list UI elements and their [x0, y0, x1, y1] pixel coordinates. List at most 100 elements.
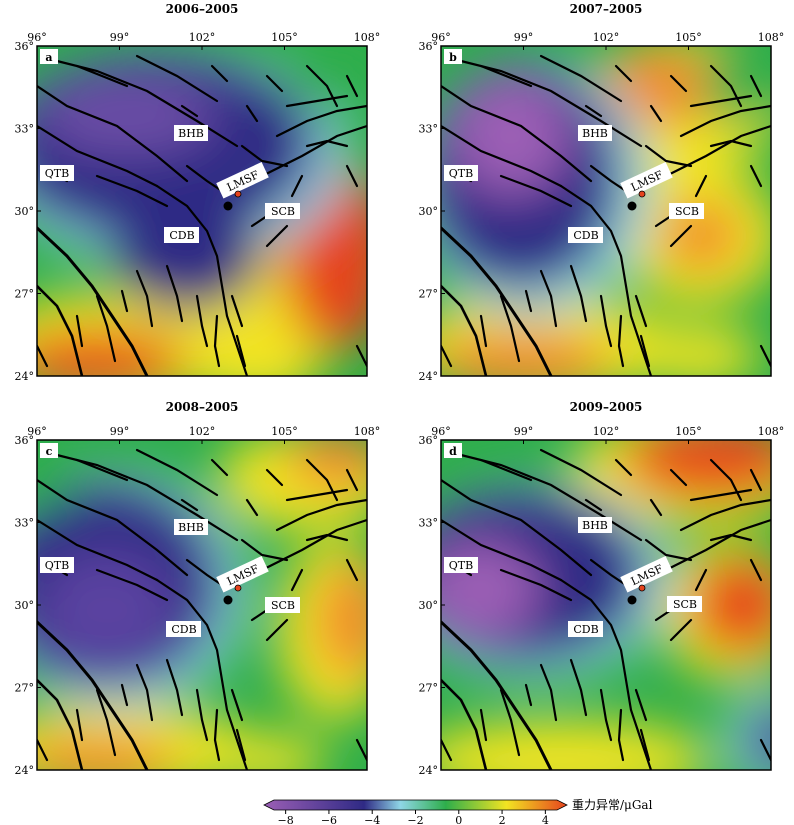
lmsf-label-box [216, 556, 269, 593]
lon-tick-label: 108° [758, 31, 785, 44]
lon-tick-label: 102° [189, 425, 216, 438]
panel-a: 2006–2005 a BHB QTB CDB [36, 2, 368, 377]
lat-tick-label: 30° [15, 205, 35, 218]
epicenter-marker [627, 595, 637, 605]
lon-tick-label: 102° [189, 31, 216, 44]
lat-tick-label: 33° [15, 123, 35, 136]
scb-label-box [265, 203, 300, 219]
colorbar-tick-label: 0 [455, 814, 462, 825]
bhb-label-box [578, 517, 612, 533]
panel-c: 2008–2005 c BHB QTB C [36, 400, 368, 771]
lon-tick-label: 99° [514, 425, 534, 438]
scb-label-box [265, 597, 300, 613]
colorbar-tick-label: 4 [542, 814, 549, 825]
panel-letter: a [45, 51, 52, 64]
epicenter-marker [223, 595, 233, 605]
colorbar-ticks: −8 −6 −4 −2 0 2 4 [278, 810, 549, 825]
panel-letter: c [46, 445, 53, 458]
gravity-field [37, 46, 367, 376]
qtb-label-box [40, 557, 74, 573]
qtb-label-box [444, 557, 478, 573]
lat-tick-label: 33° [419, 517, 439, 530]
panel-letter-box [444, 443, 462, 458]
colorbar-tick-label: −4 [364, 814, 380, 825]
lon-tick-label: 96° [431, 31, 451, 44]
cdb-label-box [568, 621, 603, 637]
lon-tick-label: 99° [110, 425, 130, 438]
lat-tick-label: 33° [419, 123, 439, 136]
lmsf-label-box [620, 162, 673, 199]
lat-tick-label: 24° [419, 370, 439, 383]
lmsf-label-box [620, 556, 673, 593]
bhb-label-box [174, 125, 208, 141]
lat-tick-label: 36° [15, 434, 35, 447]
lon-tick-label: 96° [27, 425, 47, 438]
lat-tick-label: 36° [419, 40, 439, 53]
colorbar-tick-label: −6 [321, 814, 337, 825]
lon-tick-label: 105° [675, 425, 702, 438]
panel-title: 2007–2005 [570, 2, 643, 16]
qtb-label: QTB [449, 559, 473, 572]
lat-tick-label: 24° [15, 370, 35, 383]
lon-tick-label: 105° [675, 31, 702, 44]
scb-label: SCB [673, 598, 697, 611]
panel-letter: d [449, 445, 457, 458]
colorbar-tick-label: 2 [499, 814, 506, 825]
cdb-label: CDB [573, 623, 598, 636]
lon-tick-label: 102° [593, 31, 620, 44]
panel-letter-box [444, 49, 462, 64]
lon-tick-label: 99° [110, 31, 130, 44]
bhb-label-box [578, 125, 612, 141]
epicenter-marker [627, 201, 637, 211]
qtb-label: QTB [449, 167, 473, 180]
lat-tick-label: 33° [15, 517, 35, 530]
gravity-field [441, 440, 771, 770]
lon-tick-label: 96° [27, 31, 47, 44]
lat-tick-label: 30° [419, 205, 439, 218]
colorbar-tick-label: −8 [278, 814, 294, 825]
colorbar-tick-label: −2 [407, 814, 423, 825]
lat-tick-label: 24° [419, 764, 439, 777]
colorbar-label: 重力异常/μGal [572, 798, 653, 812]
panel-title: 2009–2005 [570, 400, 643, 414]
qtb-label: QTB [45, 559, 69, 572]
panel-title: 2006–2005 [166, 2, 239, 16]
colorbar-bar [263, 799, 568, 811]
panel-title: 2008–2005 [166, 400, 239, 414]
station-marker [234, 190, 242, 198]
axis-ticks: 96° 99° 102° 105° 108° 36° 33° 30° 27° 24° 96° 99° 1… [15, 31, 785, 777]
cdb-label-box [568, 227, 603, 243]
scb-label: SCB [271, 599, 295, 612]
scb-label: SCB [271, 205, 295, 218]
scb-label-box [667, 596, 702, 612]
bhb-label: BHB [178, 521, 204, 534]
panel-d: 2009–2005 d BHB QTB CDB [440, 400, 772, 771]
qtb-label: QTB [45, 167, 69, 180]
lat-tick-label: 27° [15, 288, 35, 301]
lon-tick-label: 108° [354, 31, 381, 44]
lat-tick-label: 27° [419, 288, 439, 301]
lmsf-label-box [216, 162, 269, 199]
lon-tick-label: 108° [354, 425, 381, 438]
gravity-field [441, 46, 771, 376]
lat-tick-label: 30° [419, 599, 439, 612]
lat-tick-label: 27° [15, 682, 35, 695]
cdb-label-box [164, 227, 199, 243]
cdb-label: CDB [169, 229, 194, 242]
cdb-label-box [166, 621, 201, 637]
lon-tick-label: 99° [514, 31, 534, 44]
colorbar: −8 −6 −4 −2 0 2 4 重力异常/μGal [263, 798, 653, 825]
lon-tick-label: 96° [431, 425, 451, 438]
panel-letter-box [40, 443, 58, 458]
gravity-field [37, 440, 367, 770]
lon-tick-label: 108° [758, 425, 785, 438]
lat-tick-label: 36° [15, 40, 35, 53]
cdb-label: CDB [573, 229, 598, 242]
qtb-label-box [444, 165, 478, 181]
cdb-label: CDB [171, 623, 196, 636]
epicenter-marker [223, 201, 233, 211]
lat-tick-label: 24° [15, 764, 35, 777]
panel-letter-box [40, 49, 58, 64]
lat-tick-label: 27° [419, 682, 439, 695]
